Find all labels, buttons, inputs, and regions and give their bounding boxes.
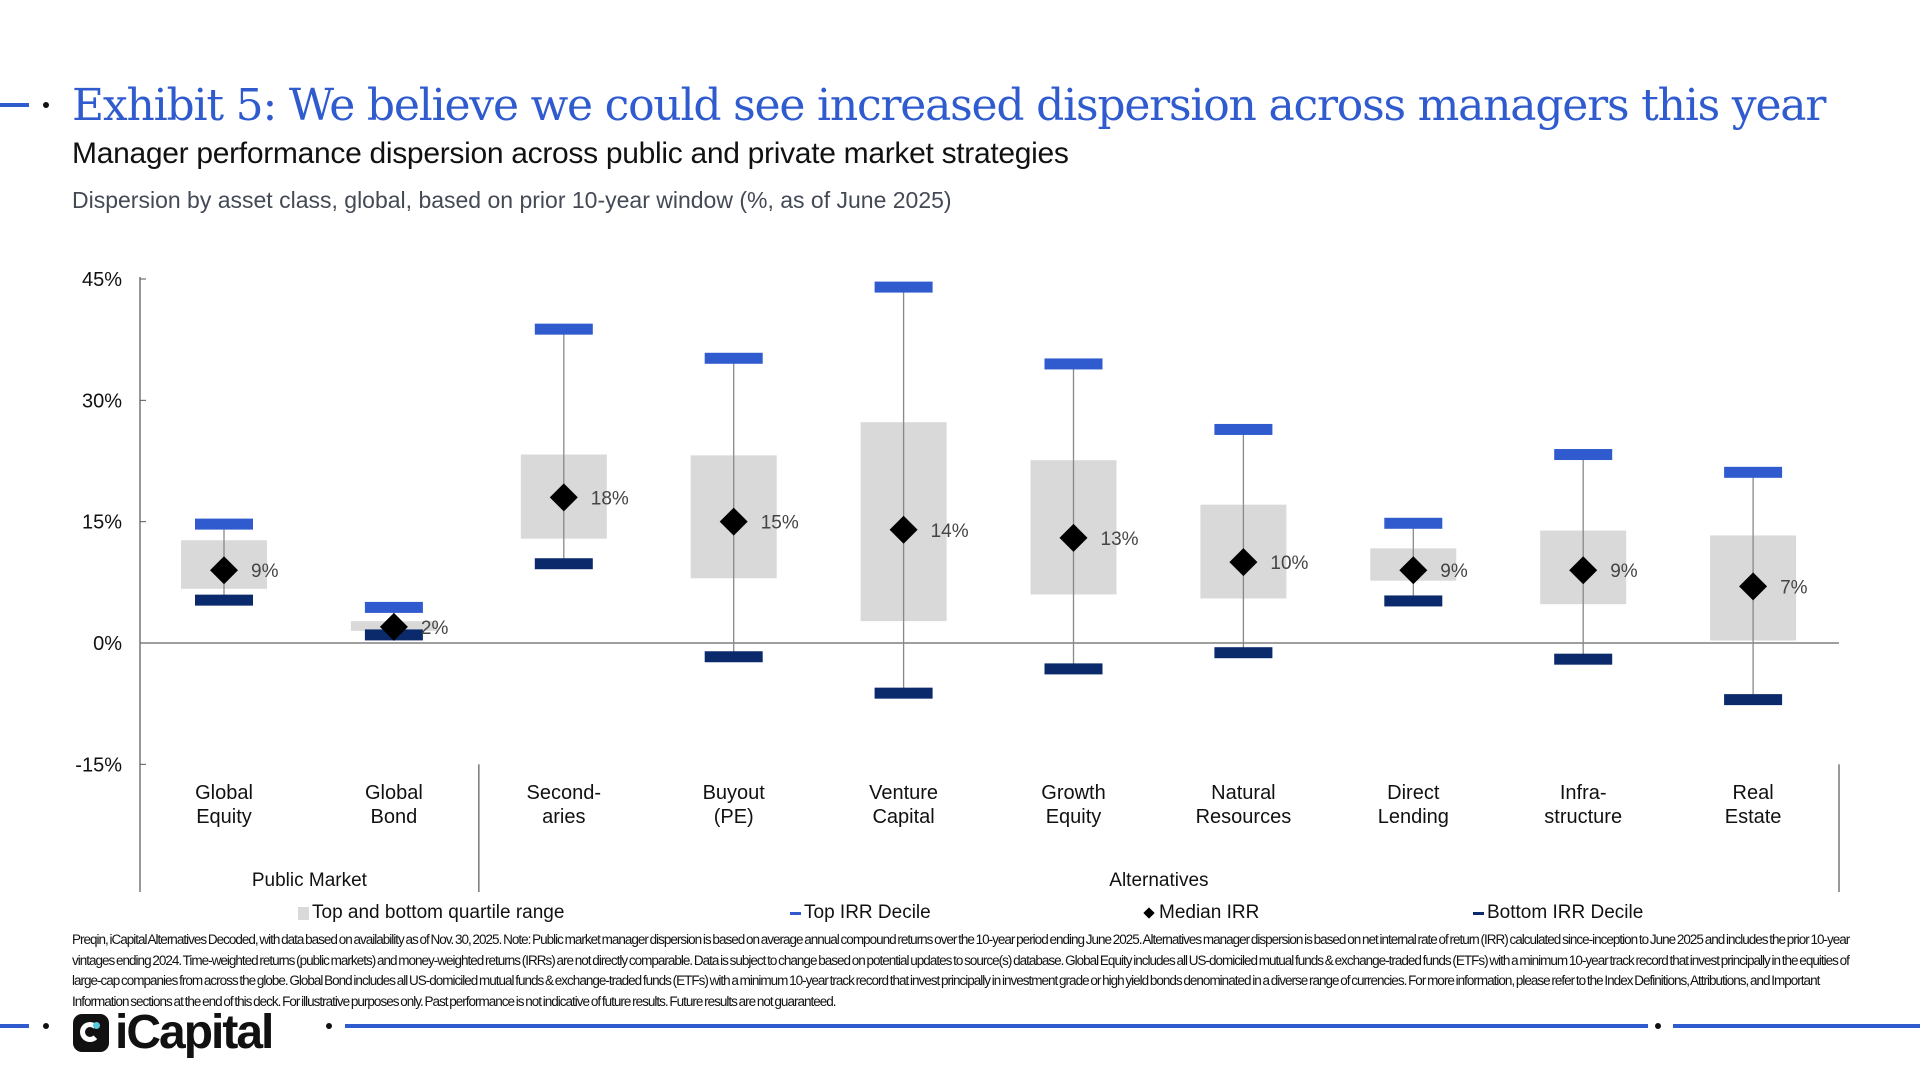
category-label: Bond [371,806,418,828]
dispersion-chart: -15% 0% 15% 30% 45% Public Market Alternatives… [75,269,1840,892]
median-label: 9% [1610,561,1638,582]
y-tick-label: -15% [75,754,122,776]
median-label: 10% [1270,553,1308,574]
legend-swatch-quartile [298,906,309,920]
bottom-decile-bar [874,687,933,699]
median-label: 14% [931,521,969,542]
y-tick-label: 45% [82,269,122,291]
icapital-logo: iCapital [73,1005,274,1060]
bottom-decile-bar [1724,694,1783,706]
legend-item-quartile: Top and bottom quartile range [298,902,564,924]
top-decile-bar [1724,466,1783,478]
legend-label: Top IRR Decile [804,902,931,923]
footer-dash [0,1024,29,1028]
median-label: 18% [591,488,629,509]
top-decile-bar [1044,358,1103,370]
top-decile-bar [195,518,253,530]
legend-item-top-decile: Top IRR Decile [790,902,931,924]
category-label: Infra- [1560,782,1607,804]
bottom-decile-bar [1044,663,1103,675]
median-marker [1739,572,1768,601]
bottom-decile-bar [534,558,593,570]
category-label: (PE) [714,806,754,828]
median-marker [379,612,408,641]
bottom-decile-bar [704,651,763,663]
median-marker [210,556,238,585]
bottom-decile-bar [195,594,253,606]
category-label: structure [1544,806,1622,828]
category-label: Real [1733,782,1774,804]
top-decile-bar [1554,449,1613,461]
category-label: aries [542,806,585,828]
legend-label: Median IRR [1159,902,1260,923]
bottom-decile-bar [1214,647,1273,659]
logo-mark-icon [73,1013,109,1052]
median-marker [1399,556,1428,585]
y-tick-label: 0% [93,633,122,655]
category-label: Capital [872,806,934,828]
category-label: Global [365,782,423,804]
category-label: Estate [1725,806,1782,828]
y-tick-label: 15% [82,512,122,534]
bottom-decile-bar [1384,595,1443,607]
median-label: 2% [421,618,449,639]
category-label: Venture [869,782,938,804]
accent-dot [43,102,49,108]
median-label: 9% [1440,561,1468,582]
y-tick-label: 30% [82,390,122,412]
category-label: Buyout [703,782,766,804]
footer-dot [326,1023,332,1029]
category-label: Equity [196,806,252,828]
median-marker [719,507,748,536]
chart-subtitle: Manager performance dispersion across pu… [72,137,1069,170]
legend-label: Bottom IRR Decile [1487,902,1644,923]
median-marker [1569,556,1598,585]
category-label: Equity [1046,806,1102,828]
footnote: Preqin, iCapital Alternatives Decoded, w… [72,932,1850,1009]
legend-diamond-icon [1143,907,1155,919]
legend-item-bottom-decile: Bottom IRR Decile [1473,902,1643,924]
top-decile-bar [1214,423,1273,435]
group-label: Public Market [252,870,368,891]
median-label: 9% [251,561,279,582]
chart-description: Dispersion by asset class, global, based… [72,187,952,213]
median-marker [1059,523,1088,552]
logo-text: iCapital [115,1006,274,1059]
bottom-decile-bar [1554,653,1613,665]
legend-swatch-bottom-decile [1473,911,1484,915]
top-decile-bar [534,323,593,335]
top-decile-bar [874,281,933,293]
footer-rule [1673,1024,1920,1028]
category-label: Second- [527,782,602,804]
exhibit-title: Exhibit 5: We believe we could see incre… [72,80,1826,131]
median-label: 7% [1780,577,1808,598]
category-label: Direct [1387,782,1440,804]
median-marker [889,515,918,544]
top-decile-bar [364,601,423,613]
median-marker [549,483,578,512]
median-label: 13% [1101,529,1139,550]
footer-rule [345,1024,1648,1028]
top-decile-bar [704,352,763,364]
legend-label: Top and bottom quartile range [312,902,565,923]
legend-item-median: Median IRR [1143,902,1260,924]
category-label: Resources [1196,806,1292,828]
category-label: Natural [1211,782,1275,804]
top-decile-bar [1384,517,1443,529]
median-label: 15% [761,513,799,534]
group-label: Alternatives [1109,870,1208,891]
accent-dash [0,103,29,107]
category-label: Lending [1378,806,1449,828]
median-marker [1229,548,1258,577]
footer-dot [1655,1023,1661,1029]
footer-dot [43,1023,49,1029]
legend-swatch-top-decile [790,911,801,915]
category-label: Growth [1041,782,1105,804]
category-label: Global [195,782,253,804]
